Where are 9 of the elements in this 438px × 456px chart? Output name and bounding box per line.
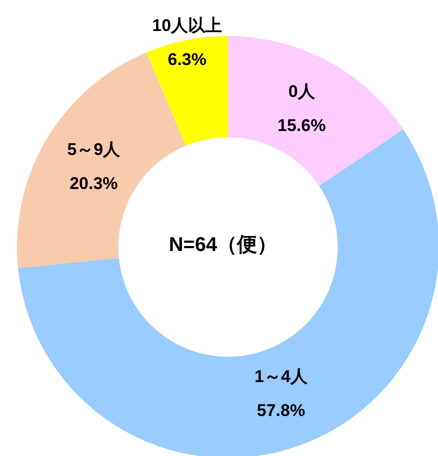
text: N=64（便） [168, 234, 278, 256]
slice-label: 0人 [288, 82, 316, 102]
slice-label: 10人以上 [152, 16, 222, 36]
slice-label: 1～4人 [254, 367, 308, 386]
data-label: 15.6% [278, 116, 326, 136]
data-label: 20.3% [70, 174, 118, 193]
slice-label: 5～9人 [67, 140, 122, 159]
data-label: 6.3% [168, 50, 207, 70]
data-label: 57.8% [256, 401, 306, 420]
